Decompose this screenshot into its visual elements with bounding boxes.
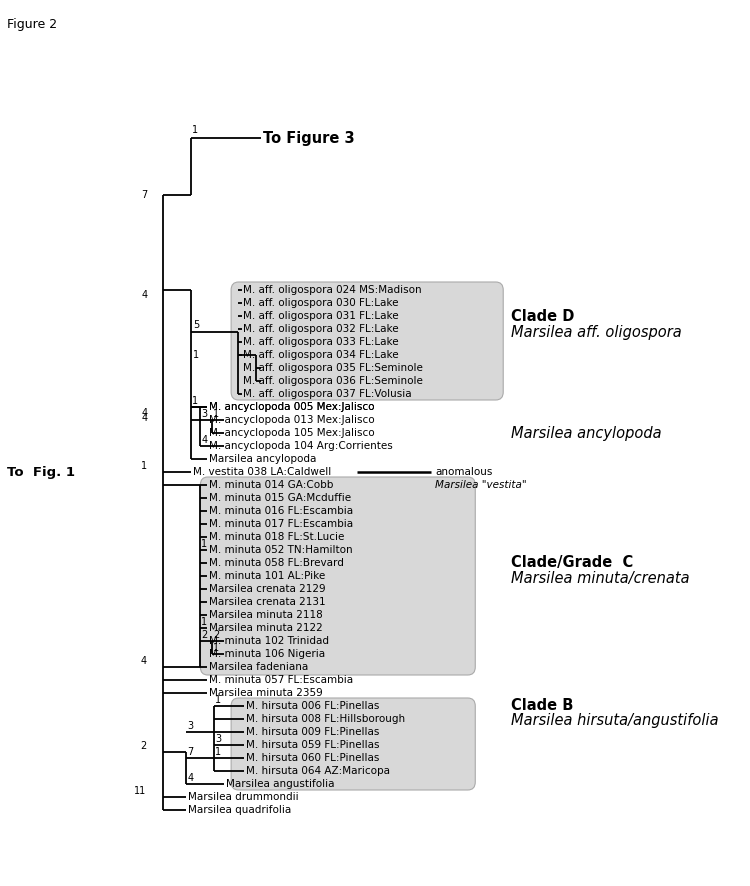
- FancyBboxPatch shape: [231, 698, 476, 790]
- Text: M. hirsuta 064 AZ:Maricopa: M. hirsuta 064 AZ:Maricopa: [246, 766, 390, 776]
- Text: 4: 4: [140, 656, 146, 666]
- Text: To Figure 3: To Figure 3: [262, 130, 355, 145]
- Text: M. minuta 017 FL:Escambia: M. minuta 017 FL:Escambia: [209, 519, 352, 529]
- Text: 4: 4: [141, 408, 147, 418]
- Text: M. aff. oligospora 034 FL:Lake: M. aff. oligospora 034 FL:Lake: [243, 350, 399, 360]
- Text: M. ancyclopoda 105 Mex:Jalisco: M. ancyclopoda 105 Mex:Jalisco: [209, 428, 374, 438]
- Text: M. minuta 015 GA:Mcduffie: M. minuta 015 GA:Mcduffie: [209, 493, 351, 503]
- Text: 11: 11: [134, 786, 146, 796]
- Text: M. hirsuta 006 FL:Pinellas: M. hirsuta 006 FL:Pinellas: [246, 701, 380, 711]
- Text: Marsilea hirsuta/angustifolia: Marsilea hirsuta/angustifolia: [511, 713, 718, 728]
- Text: M. aff. oligospora 035 FL:Seminole: M. aff. oligospora 035 FL:Seminole: [243, 363, 423, 373]
- Text: M. ancyclopoda 104 Arg:Corrientes: M. ancyclopoda 104 Arg:Corrientes: [209, 441, 392, 451]
- FancyBboxPatch shape: [231, 282, 503, 400]
- Text: M. minuta 057 FL:Escambia: M. minuta 057 FL:Escambia: [209, 675, 352, 685]
- Text: 1: 1: [192, 125, 198, 135]
- Text: Marsilea minuta 2122: Marsilea minuta 2122: [209, 623, 322, 633]
- Text: 1: 1: [141, 461, 147, 471]
- Text: Marsilea minuta/crenata: Marsilea minuta/crenata: [511, 571, 689, 586]
- Text: anomalous: anomalous: [435, 467, 493, 477]
- Text: Figure 2: Figure 2: [8, 18, 58, 31]
- Text: 1: 1: [214, 409, 220, 419]
- Text: To  Fig. 1: To Fig. 1: [8, 465, 76, 478]
- Text: Marsilea crenata 2131: Marsilea crenata 2131: [209, 597, 326, 607]
- Text: Marsilea crenata 2129: Marsilea crenata 2129: [209, 584, 326, 594]
- Text: M. hirsuta 009 FL:Pinellas: M. hirsuta 009 FL:Pinellas: [246, 727, 380, 737]
- Text: M. minuta 102 Trinidad: M. minuta 102 Trinidad: [209, 636, 328, 646]
- Text: 4: 4: [141, 413, 147, 423]
- Text: 1: 1: [192, 396, 198, 406]
- Text: M. hirsuta 059 FL:Pinellas: M. hirsuta 059 FL:Pinellas: [246, 740, 380, 750]
- Text: Marsilea angustifolia: Marsilea angustifolia: [226, 779, 334, 789]
- Text: 4: 4: [201, 435, 208, 445]
- Text: Marsilea aff. oligospora: Marsilea aff. oligospora: [511, 324, 682, 339]
- Text: M. ancyclopoda 005 Mex:Jalisco: M. ancyclopoda 005 Mex:Jalisco: [209, 402, 374, 412]
- Text: M. minuta 016 FL:Escambia: M. minuta 016 FL:Escambia: [209, 506, 352, 516]
- Text: M. minuta 018 FL:St.Lucie: M. minuta 018 FL:St.Lucie: [209, 532, 344, 542]
- Text: 1: 1: [215, 695, 221, 705]
- Text: M. aff. oligospora 033 FL:Lake: M. aff. oligospora 033 FL:Lake: [243, 337, 399, 347]
- Text: 1: 1: [193, 350, 199, 360]
- Text: Marsilea "vestita": Marsilea "vestita": [435, 480, 526, 490]
- Text: M. minuta 014 GA:Cobb: M. minuta 014 GA:Cobb: [209, 480, 333, 490]
- Text: Marsilea ancylopoda: Marsilea ancylopoda: [209, 454, 316, 464]
- Text: 2: 2: [140, 741, 146, 751]
- Text: 3: 3: [188, 721, 194, 731]
- Text: M. minuta 058 FL:Brevard: M. minuta 058 FL:Brevard: [209, 558, 344, 568]
- Text: M. aff. oligospora 032 FL:Lake: M. aff. oligospora 032 FL:Lake: [243, 324, 399, 334]
- Text: M. ancyclopoda 005 Mex:Jalisco: M. ancyclopoda 005 Mex:Jalisco: [209, 402, 374, 412]
- Text: M. aff. oligospora 030 FL:Lake: M. aff. oligospora 030 FL:Lake: [243, 298, 399, 308]
- Text: M. aff. oligospora 036 FL:Seminole: M. aff. oligospora 036 FL:Seminole: [243, 376, 423, 386]
- Text: 1: 1: [201, 539, 208, 549]
- Text: M. minuta 101 AL:Pike: M. minuta 101 AL:Pike: [209, 571, 325, 581]
- Text: 5: 5: [193, 320, 200, 330]
- Text: Marsilea fadeniana: Marsilea fadeniana: [209, 662, 308, 672]
- Text: 1: 1: [214, 643, 220, 653]
- Text: Marsilea minuta 2118: Marsilea minuta 2118: [209, 610, 322, 620]
- Text: 4: 4: [188, 773, 194, 783]
- Text: M. ancyclopoda 013 Mex:Jalisco: M. ancyclopoda 013 Mex:Jalisco: [209, 415, 374, 425]
- Text: M. minuta 106 Nigeria: M. minuta 106 Nigeria: [209, 649, 325, 659]
- Text: Clade B: Clade B: [511, 698, 573, 713]
- Text: 1: 1: [215, 747, 221, 757]
- Text: 7: 7: [141, 190, 147, 200]
- Text: M. vestita 038 LA:Caldwell: M. vestita 038 LA:Caldwell: [193, 467, 332, 477]
- Text: 1: 1: [201, 617, 208, 627]
- Text: Marsilea quadrifolia: Marsilea quadrifolia: [188, 805, 292, 815]
- Text: Clade D: Clade D: [511, 308, 574, 323]
- Text: M. aff. oligospora 031 FL:Lake: M. aff. oligospora 031 FL:Lake: [243, 311, 399, 321]
- Text: 7: 7: [188, 747, 194, 757]
- Text: 3: 3: [215, 734, 221, 744]
- Text: Marsilea drummondii: Marsilea drummondii: [188, 792, 298, 802]
- Text: M. aff. oligospora 037 FL:Volusia: M. aff. oligospora 037 FL:Volusia: [243, 389, 412, 399]
- Text: 3: 3: [201, 409, 208, 419]
- Text: M. aff. oligospora 024 MS:Madison: M. aff. oligospora 024 MS:Madison: [243, 285, 422, 295]
- FancyBboxPatch shape: [200, 477, 476, 675]
- Text: M. hirsuta 060 FL:Pinellas: M. hirsuta 060 FL:Pinellas: [246, 753, 380, 763]
- Text: 2: 2: [201, 630, 208, 640]
- Text: Clade/Grade  C: Clade/Grade C: [511, 556, 633, 571]
- Text: Marsilea minuta 2359: Marsilea minuta 2359: [209, 688, 322, 698]
- Text: M. minuta 052 TN:Hamilton: M. minuta 052 TN:Hamilton: [209, 545, 352, 555]
- Text: M. hirsuta 008 FL:Hillsborough: M. hirsuta 008 FL:Hillsborough: [246, 714, 405, 724]
- Text: 2: 2: [214, 630, 220, 640]
- Text: 4: 4: [141, 290, 147, 300]
- Text: Marsilea ancylopoda: Marsilea ancylopoda: [511, 425, 662, 440]
